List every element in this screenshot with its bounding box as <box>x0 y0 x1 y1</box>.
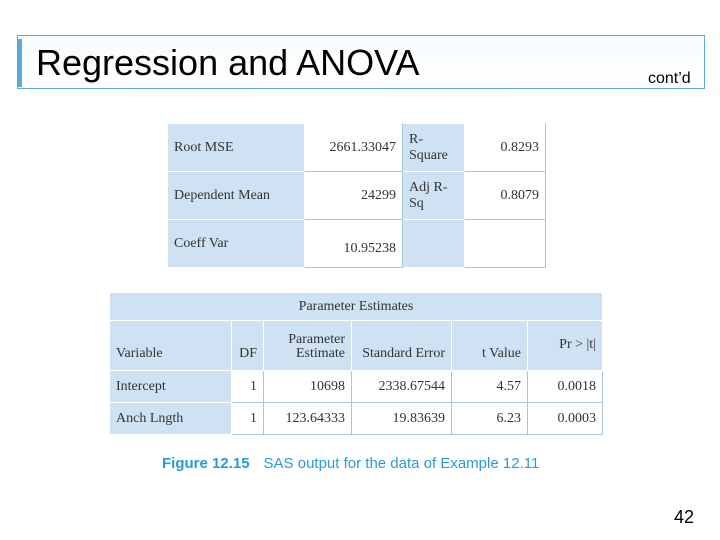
figure-caption: Figure 12.15 SAS output for the data of E… <box>162 455 539 472</box>
table-caption-row: Parameter Estimates <box>109 292 603 321</box>
table-cell: 0.0018 <box>527 370 603 403</box>
table-cell: 1 <box>231 370 264 403</box>
table-cell: 10698 <box>263 370 352 403</box>
parameter-estimates-table: Parameter Estimates Variable DF Paramete… <box>109 292 603 435</box>
table-cell: 1 <box>231 402 264 435</box>
stat-value: 10.95238 <box>304 219 403 268</box>
table-cell: 19.83639 <box>351 402 452 435</box>
table-cell: Intercept <box>109 370 232 403</box>
stat-label <box>402 219 465 268</box>
figure-caption-text: SAS output for the data of Example 12.11 <box>263 455 540 472</box>
column-header: Parameter Estimate <box>263 320 352 371</box>
column-header: Variable <box>109 320 232 371</box>
stat-value: 0.8079 <box>464 171 546 220</box>
column-header: Standard Error <box>351 320 452 371</box>
column-header: DF <box>231 320 264 371</box>
column-header: Pr > |t| <box>527 320 603 371</box>
stat-label: Coeff Var <box>167 219 305 268</box>
table-cell: Anch Lngth <box>109 402 232 435</box>
table-cell: 123.64333 <box>263 402 352 435</box>
table-cell: 2338.67544 <box>351 370 452 403</box>
column-header: t Value <box>451 320 528 371</box>
stat-label: Root MSE <box>167 123 305 172</box>
table-header-row: Variable DF Parameter Estimate Standard … <box>109 320 603 371</box>
table-cell: 4.57 <box>451 370 528 403</box>
slide-title: Regression and ANOVA <box>36 42 420 83</box>
table-row: Dependent Mean 24299 Adj R-Sq 0.8079 <box>167 171 546 220</box>
table-caption: Parameter Estimates <box>109 292 603 321</box>
table-cell: 0.0003 <box>527 402 603 435</box>
table-row: Intercept 1 10698 2338.67544 4.57 0.0018 <box>109 370 603 403</box>
stat-label: Adj R-Sq <box>402 171 465 220</box>
table-row: Coeff Var 10.95238 <box>167 219 546 268</box>
stat-value: 0.8293 <box>464 123 546 172</box>
figure-label: Figure 12.15 <box>162 455 250 472</box>
title-bar <box>17 35 705 89</box>
table-cell: 6.23 <box>451 402 528 435</box>
stat-value: 24299 <box>304 171 403 220</box>
stat-value <box>464 219 546 268</box>
stat-value: 2661.33047 <box>304 123 403 172</box>
continued-label: cont’d <box>648 70 691 87</box>
fit-statistics-table: Root MSE 2661.33047 R-Square 0.8293 Depe… <box>167 123 546 268</box>
stat-label: R-Square <box>402 123 465 172</box>
stat-label: Dependent Mean <box>167 171 305 220</box>
table-row: Anch Lngth 1 123.64333 19.83639 6.23 0.0… <box>109 402 603 435</box>
page-number: 42 <box>674 507 695 527</box>
title-accent-bar <box>17 39 22 87</box>
table-row: Root MSE 2661.33047 R-Square 0.8293 <box>167 123 546 172</box>
